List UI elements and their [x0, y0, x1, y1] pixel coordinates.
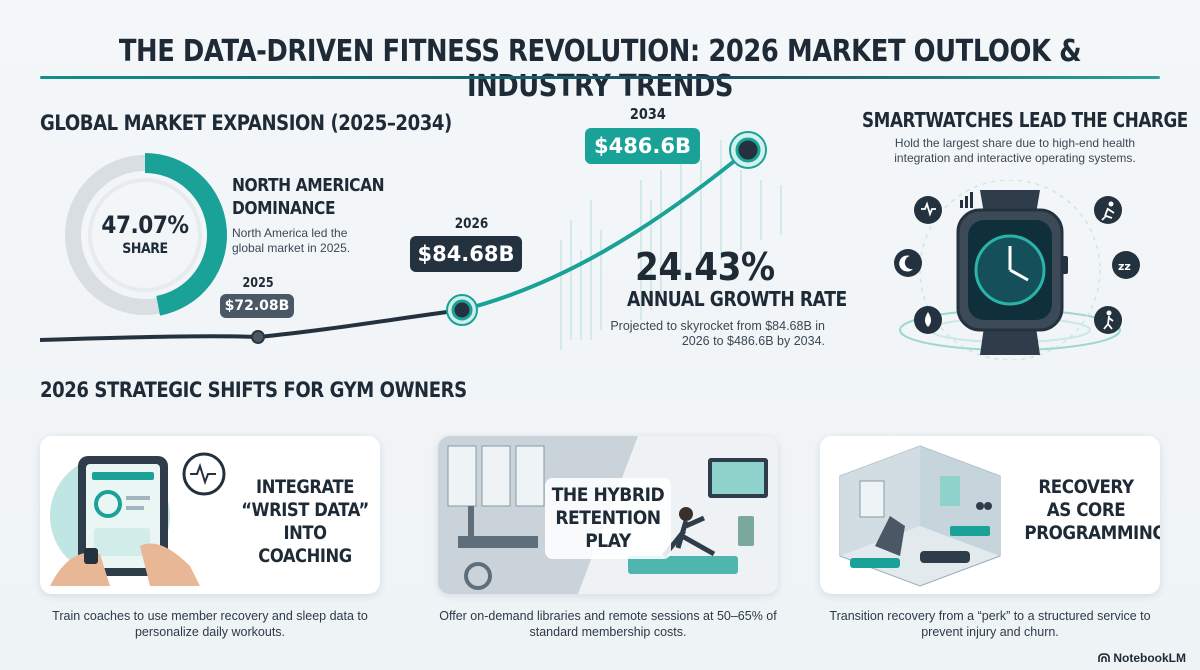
bar-chart-icon	[960, 192, 973, 208]
donut-percent: 47.07%	[101, 211, 189, 239]
heart-icon	[914, 196, 942, 224]
brand-footer: NotebookLM	[1098, 651, 1186, 665]
card-wrist-data-title: INTEGRATE “WRIST DATA” INTO COACHING	[241, 476, 369, 567]
value-2034-badge: $486.6B	[585, 128, 700, 164]
card-hybrid-retention-title: THE HYBRID RETENTION PLAY	[545, 478, 671, 559]
global-market-heading: GLOBAL MARKET EXPANSION (2025–2034)	[40, 111, 452, 135]
strategic-shifts-heading: 2026 STRATEGIC SHIFTS FOR GYM OWNERS	[40, 378, 467, 402]
card-recovery: RECOVERY AS CORE PROGRAMMING	[820, 436, 1160, 594]
growth-rate-text: Projected to skyrocket from $84.68B in 2…	[610, 319, 825, 348]
growth-curve	[39, 131, 782, 350]
card-hybrid-retention-caption: Offer on-demand libraries and remote ses…	[439, 609, 777, 639]
growth-rate-label: ANNUAL GROWTH RATE	[627, 287, 847, 311]
notebooklm-logo-icon	[1098, 653, 1111, 662]
tablet-coaching-illustration	[50, 452, 226, 586]
share-donut-chart	[65, 153, 227, 316]
year-2025-label: 2025	[242, 276, 274, 291]
value-2026-badge: $84.68B	[410, 236, 522, 272]
donut-share-arc	[144, 153, 227, 316]
card-wrist-data-caption: Train coaches to use member recovery and…	[52, 609, 368, 639]
moon-icon	[894, 249, 922, 277]
donut-label: SHARE	[122, 241, 168, 257]
recovery-room-illustration	[839, 445, 1001, 587]
smartwatch-text: Hold the largest share due to high-end h…	[894, 136, 1136, 165]
growth-line-rise	[461, 148, 750, 312]
north-america-text: North America led the global market in 2…	[232, 226, 351, 255]
sleep-icon: zz	[1112, 251, 1140, 279]
walking-icon	[1094, 306, 1122, 334]
smartwatch-illustration: zz	[894, 180, 1140, 360]
smartwatch-heading: SMARTWATCHES LEAD THE CHARGE	[862, 108, 1188, 132]
growth-rate-value: 24.43%	[635, 245, 775, 289]
brand-name: NotebookLM	[1113, 651, 1186, 665]
water-drop-icon	[914, 306, 942, 334]
year-2034-label: 2034	[629, 105, 666, 123]
background-bars	[560, 140, 782, 350]
donut-inner-ring	[88, 178, 202, 292]
page-title: THE DATA-DRIVEN FITNESS REVOLUTION: 2026…	[118, 34, 1082, 104]
card-recovery-caption: Transition recovery from a “perk” to a s…	[829, 609, 1151, 639]
svg-text:zz: zz	[1118, 260, 1131, 273]
card-recovery-title: RECOVERY AS CORE PROGRAMMING	[1024, 476, 1160, 544]
card-wrist-data: INTEGRATE “WRIST DATA” INTO COACHING	[40, 436, 380, 594]
title-divider	[40, 76, 1160, 79]
running-icon	[1094, 196, 1122, 224]
value-2025-badge: $72.08B	[220, 294, 294, 318]
year-2026-label: 2026	[454, 216, 489, 232]
north-america-heading: NORTH AMERICAN DOMINANCE	[232, 175, 385, 219]
point-2025	[251, 330, 265, 344]
card-hybrid-retention: THE HYBRID RETENTION PLAY	[438, 436, 778, 594]
